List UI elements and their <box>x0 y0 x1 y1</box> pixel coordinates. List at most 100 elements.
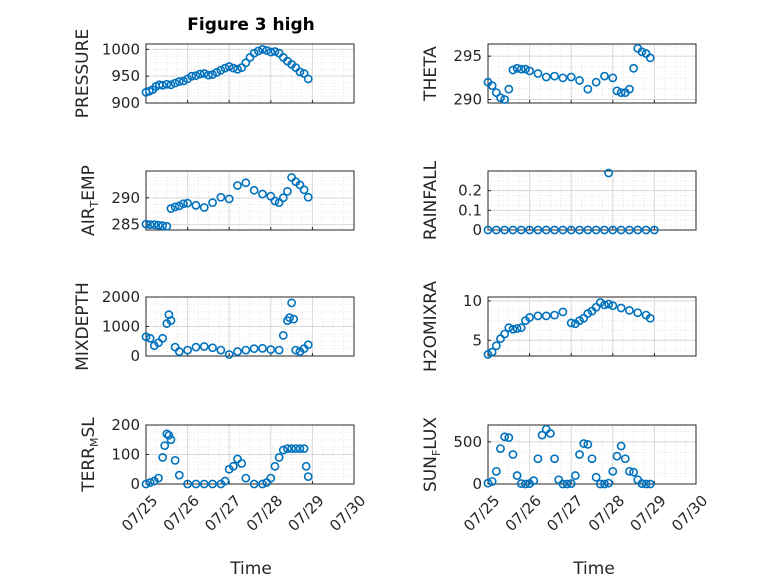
data-point <box>570 471 580 480</box>
data-point <box>216 345 226 355</box>
data-point <box>625 84 634 94</box>
data-point <box>183 479 192 489</box>
y-tick-label: 290 <box>111 189 140 207</box>
data-point <box>208 479 217 489</box>
data-point <box>224 350 234 359</box>
x-tick-label: 07/29 <box>626 492 669 535</box>
x-tick-label: 07/29 <box>284 492 327 535</box>
data-point <box>591 225 601 235</box>
data-point <box>262 46 272 55</box>
data-point <box>516 225 526 235</box>
data-point <box>174 77 184 86</box>
data-point <box>533 311 543 321</box>
data-point <box>170 78 180 88</box>
data-point <box>629 63 638 73</box>
data-point <box>274 453 284 462</box>
data-point <box>141 479 151 489</box>
data-point <box>583 225 593 235</box>
data-point <box>199 203 209 212</box>
data-point <box>491 341 501 351</box>
data-point <box>504 433 514 443</box>
x-tick-label: 07/27 <box>543 492 586 535</box>
axes-box <box>487 43 697 104</box>
data-point <box>237 458 247 468</box>
data-point <box>487 81 497 91</box>
data-point <box>604 299 614 309</box>
subplot-air: 285 290 AIRTEMP <box>79 165 355 236</box>
x-tick-label: 07/28 <box>243 492 286 535</box>
data-point <box>233 64 242 74</box>
data-point <box>179 199 188 209</box>
data-point <box>633 308 643 318</box>
data-point <box>270 47 280 56</box>
data-point <box>258 479 267 489</box>
data-point <box>550 454 559 464</box>
data-point <box>164 430 174 440</box>
data-point <box>645 53 655 63</box>
data-point <box>162 221 172 231</box>
x-tick-label: 07/30 <box>668 492 711 535</box>
data-point <box>258 343 267 353</box>
data-point <box>641 479 651 489</box>
data-point <box>249 48 259 58</box>
data-point <box>558 479 568 489</box>
data-point <box>303 74 313 84</box>
data-point <box>616 303 626 313</box>
data-point <box>170 342 180 352</box>
data-point <box>500 95 510 104</box>
data-point <box>612 451 622 461</box>
data-point <box>208 198 217 208</box>
data-point <box>291 345 301 355</box>
data-point <box>224 194 234 204</box>
data-point <box>141 219 151 229</box>
data-point <box>208 70 217 79</box>
data-point <box>253 46 263 56</box>
data-point <box>233 181 242 190</box>
data-point <box>504 84 514 94</box>
data-point <box>525 66 534 76</box>
data-point <box>295 444 305 453</box>
data-point <box>491 466 501 476</box>
axes-box <box>487 296 697 357</box>
y-axis-label: TERRMSL <box>79 417 101 493</box>
data-point <box>166 204 176 213</box>
data-point <box>212 68 222 77</box>
figure-title: Figure 3 high <box>187 15 315 35</box>
data-point <box>608 73 618 83</box>
subplot-theta: 290 295 THETA <box>421 43 697 109</box>
data-point <box>600 225 609 235</box>
y-tick-label: 500 <box>453 433 482 451</box>
data-point <box>512 63 522 73</box>
data-point <box>550 310 559 320</box>
data-point <box>266 345 276 354</box>
data-point <box>145 478 155 487</box>
axes-box <box>145 296 355 357</box>
data-point <box>595 479 605 489</box>
data-point <box>228 63 238 73</box>
data-point <box>587 454 597 464</box>
data-point <box>199 479 209 489</box>
y-tick-label: 10 <box>463 292 482 310</box>
y-tick-label: 200 <box>111 416 140 434</box>
data-point <box>625 305 634 315</box>
data-point <box>158 333 168 343</box>
data-point <box>608 225 618 235</box>
y-tick-label: 0.1 <box>458 201 482 219</box>
data-point <box>199 69 209 78</box>
data-point <box>641 225 651 235</box>
data-point <box>270 196 280 206</box>
data-point <box>633 225 643 235</box>
y-tick-label: 0 <box>130 475 140 493</box>
data-point <box>604 478 614 488</box>
data-point <box>208 343 217 353</box>
data-point <box>562 479 572 489</box>
y-axis-label: H2OMIXRA <box>421 281 441 372</box>
data-point <box>287 444 296 453</box>
data-point <box>504 323 514 333</box>
data-point <box>550 71 559 81</box>
data-point <box>637 479 647 488</box>
data-point <box>487 347 497 357</box>
data-point <box>199 342 209 351</box>
data-point <box>278 193 288 203</box>
